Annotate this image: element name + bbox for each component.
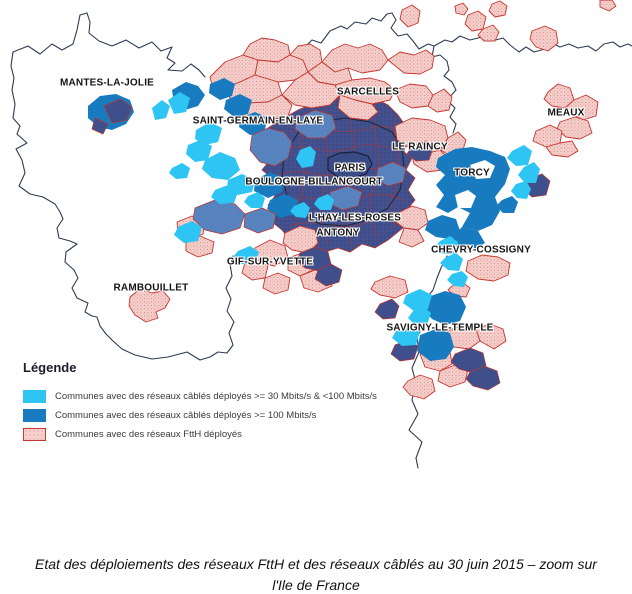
caption-line1: Etat des déploiements des réseaux FttH e… — [35, 556, 597, 572]
legend-label-ftth: Communes avec des réseaux FttH déployés — [55, 429, 242, 440]
cable100-ftth-communes — [192, 109, 407, 235]
city-label-meaux: MEAUX — [547, 107, 585, 119]
map-canvas: .pk{fill:url(#pf);stroke:#c5372f;stroke-… — [10, 0, 632, 469]
map-ile-de-france: .pk{fill:url(#pf);stroke:#c5372f;stroke-… — [10, 0, 632, 469]
legend-item-cable30: Communes avec des réseaux câblés déployé… — [23, 387, 443, 406]
legend-swatch-cable30-icon — [23, 390, 46, 403]
figure-caption: Etat des déploiements des réseaux FttH e… — [0, 554, 632, 594]
city-label-mantes-la-jolie: MANTES-LA-JOLIE — [59, 77, 155, 89]
city-label-antony: ANTONY — [316, 227, 360, 239]
paris-commune — [327, 151, 373, 179]
city-label-le-raincy: LE RAINCY — [392, 141, 448, 153]
city-label-saint-germain-en-laye: SAINT-GERMAIN-EN-LAYE — [192, 115, 324, 127]
legend: Légende Communes avec des réseaux câblés… — [23, 360, 443, 444]
legend-swatch-cable100-icon — [23, 409, 46, 422]
city-label-rambouillet: RAMBOUILLET — [113, 282, 189, 294]
caption-line2: l'Ile de France — [272, 577, 360, 593]
city-label-torcy: TORCY — [454, 167, 490, 179]
legend-label-cable30: Communes avec des réseaux câblés déployé… — [55, 391, 377, 402]
legend-swatch-ftth-icon — [23, 428, 46, 441]
city-label-boulogne-billancourt: BOULOGNE-BILLANCOURT — [245, 176, 383, 188]
legend-title: Légende — [23, 360, 77, 375]
legend-item-ftth: Communes avec des réseaux FttH déployés — [23, 425, 443, 444]
city-label-paris: PARIS — [334, 162, 366, 174]
city-label-gif-sur-yvette: GIF-SUR-YVETTE — [226, 256, 314, 268]
city-label-sarcelles: SARCELLES — [336, 86, 400, 98]
navy-communes — [91, 98, 551, 391]
cable30-communes — [152, 92, 540, 346]
legend-item-cable100: Communes avec des réseaux câblés déployé… — [23, 406, 443, 425]
city-label-chevry-cossigny: CHEVRY-COSSIGNY — [431, 244, 531, 256]
legend-label-cable100: Communes avec des réseaux câblés déployé… — [55, 410, 317, 421]
city-label-savigny-le-temple: SAVIGNY-LE-TEMPLE — [386, 322, 494, 334]
city-label-lhay-les-roses: L'HAY-LES-ROSES — [308, 212, 402, 224]
